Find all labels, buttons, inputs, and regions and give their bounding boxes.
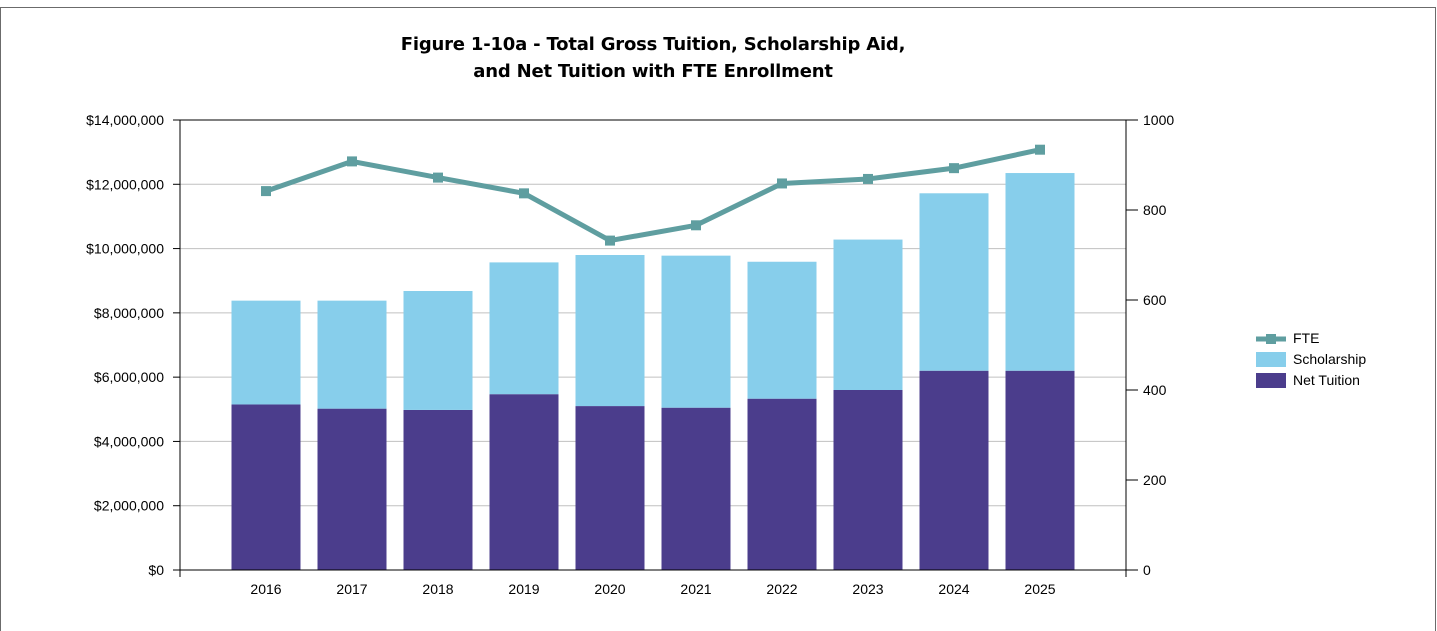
y-left-tick-label: $10,000,000 xyxy=(86,241,164,257)
x-tick-label: 2020 xyxy=(594,581,625,597)
bar-scholarship xyxy=(231,300,301,405)
fte-point xyxy=(1035,144,1045,155)
legend-label: Net Tuition xyxy=(1293,372,1360,388)
x-tick-label: 2021 xyxy=(680,581,711,597)
bar-net-tuition xyxy=(231,404,301,570)
bar-scholarship xyxy=(403,291,473,410)
y-left-tick-label: $6,000,000 xyxy=(94,369,164,385)
y-left-tick-label: $4,000,000 xyxy=(94,433,164,449)
y-right-tick-label: 600 xyxy=(1143,292,1167,308)
legend: FTE Scholarship Net Tuition xyxy=(1256,330,1366,388)
bar-scholarship xyxy=(317,300,387,409)
x-tick-label: 2023 xyxy=(852,581,883,597)
axes-group: $0 $2,000,000 $4,000,000 $6,000,000 $8,000,0… xyxy=(86,112,1174,597)
fte-point xyxy=(433,172,443,183)
bar-net-tuition xyxy=(661,407,731,570)
bar-net-tuition xyxy=(317,408,387,570)
fte-point xyxy=(261,186,271,197)
x-tick-label: 2022 xyxy=(766,581,797,597)
x-tick-label: 2017 xyxy=(336,581,367,597)
legend-label: FTE xyxy=(1293,330,1319,346)
y-left-tick-label: $12,000,000 xyxy=(86,176,164,192)
fte-point xyxy=(863,173,873,184)
legend-swatch-box xyxy=(1256,352,1286,367)
chart-title-line-2: and Net Tuition with FTE Enrollment xyxy=(473,61,833,82)
bar-net-tuition xyxy=(489,394,559,570)
y-left-tick-label: $14,000,000 xyxy=(86,112,164,128)
chart-title-line-1: Figure 1-10a - Total Gross Tuition, Scho… xyxy=(400,34,906,55)
bar-net-tuition xyxy=(575,406,645,570)
legend-swatch-marker xyxy=(1266,334,1276,344)
bar-scholarship xyxy=(833,239,903,390)
x-tick-label: 2025 xyxy=(1024,581,1055,597)
bar-scholarship xyxy=(575,255,645,407)
x-tick-label: 2024 xyxy=(938,581,969,597)
fte-line-group xyxy=(261,144,1045,246)
x-tick-label: 2019 xyxy=(508,581,539,597)
y-left-tick-label: $8,000,000 xyxy=(94,305,164,321)
y-right-tick-label: 400 xyxy=(1143,382,1167,398)
fte-point xyxy=(605,235,615,246)
bar-scholarship xyxy=(1005,173,1075,371)
y-right-tick-label: 200 xyxy=(1143,472,1167,488)
bar-net-tuition xyxy=(747,398,817,570)
legend-swatch-box xyxy=(1256,373,1286,388)
y-right-tick-label: 0 xyxy=(1143,562,1151,578)
bar-net-tuition xyxy=(403,409,473,570)
fte-point xyxy=(949,163,959,174)
x-tick-label: 2018 xyxy=(422,581,453,597)
chart-frame xyxy=(0,7,1436,631)
y-left-tick-label: $0 xyxy=(148,562,164,578)
bar-scholarship xyxy=(747,261,817,399)
fte-point xyxy=(777,178,787,189)
fte-point xyxy=(691,220,701,231)
y-right-tick-label: 800 xyxy=(1143,202,1167,218)
bar-scholarship xyxy=(661,255,731,408)
y-right-tick-label: 1000 xyxy=(1143,112,1174,128)
bars-group xyxy=(231,173,1075,570)
bar-net-tuition xyxy=(1005,370,1075,570)
bar-scholarship xyxy=(919,193,989,371)
fte-line xyxy=(265,147,1041,244)
y-left-tick-label: $2,000,000 xyxy=(94,498,164,514)
bar-net-tuition xyxy=(833,390,903,570)
x-tick-label: 2016 xyxy=(250,581,281,597)
fte-point xyxy=(519,188,529,199)
legend-label: Scholarship xyxy=(1293,351,1366,367)
fte-point xyxy=(347,156,357,167)
bar-net-tuition xyxy=(919,370,989,570)
bar-scholarship xyxy=(489,262,559,395)
